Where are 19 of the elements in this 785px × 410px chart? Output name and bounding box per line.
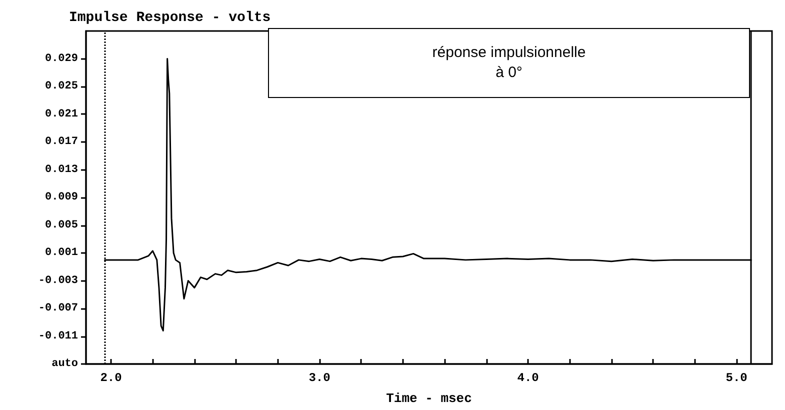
x-tick-label: 4.0 — [517, 371, 539, 385]
text-box: réponse impulsionnelle à 0° — [268, 28, 750, 98]
x-tick-label: 5.0 — [726, 371, 748, 385]
y-tick-label: 0.025 — [44, 80, 78, 92]
y-tick-label: -0.003 — [38, 274, 78, 287]
x-tick-label: 3.0 — [308, 371, 330, 385]
y-tick-label: 0.017 — [44, 136, 78, 148]
y-tick-label: 0.021 — [44, 108, 78, 120]
y-tick-label: 0.029 — [44, 52, 78, 65]
y-tick-label: 0.001 — [44, 247, 78, 259]
y-tick-label: -0.007 — [38, 302, 78, 314]
x-tick-label: 2.0 — [100, 371, 122, 385]
y-tick-label: 0.005 — [44, 219, 78, 232]
y-tick-label: 0.009 — [44, 192, 78, 204]
chart-title: Impulse Response - volts — [69, 10, 271, 26]
y-tick-label: -0.011 — [38, 330, 78, 342]
x-axis-title: Time - msec — [386, 391, 472, 406]
y-tick-label: 0.013 — [44, 164, 78, 176]
y-tick-label: auto — [52, 358, 78, 370]
